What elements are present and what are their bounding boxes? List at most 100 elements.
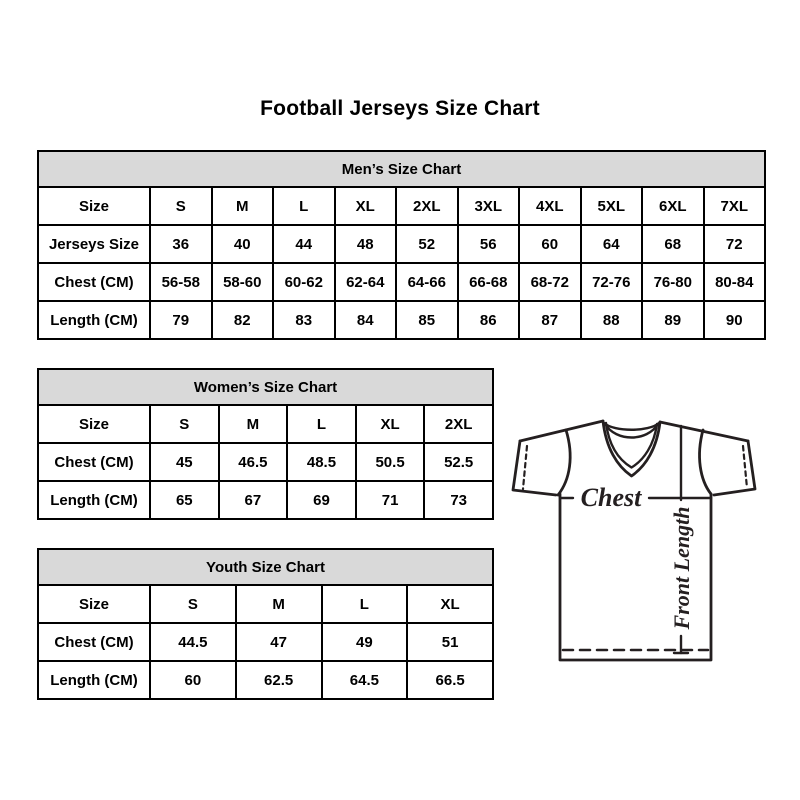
cell-value: 4XL xyxy=(518,186,582,226)
row-label: Length (CM) xyxy=(37,660,151,700)
cell-value: 71 xyxy=(354,480,426,520)
chest-label: Chest xyxy=(581,483,642,512)
cell-value: 69 xyxy=(286,480,357,520)
cell-value: XL xyxy=(333,186,397,226)
table-row: Chest (CM) 45 46.5 48.5 50.5 52.5 xyxy=(37,442,494,482)
womens-size-chart-title: Women’s Size Chart xyxy=(37,368,494,406)
jersey-measurement-diagram: Chest Front Length xyxy=(511,419,757,662)
row-label: Size xyxy=(37,404,151,444)
cell-value: 66.5 xyxy=(406,660,494,700)
cell-value: 5XL xyxy=(579,186,643,226)
jersey-left-armhole-curve xyxy=(556,428,572,497)
cell-value: 76-80 xyxy=(641,262,705,302)
table-row: Jerseys Size 36 40 44 48 52 56 60 64 68 72 xyxy=(37,224,766,264)
jersey-left-sleeve-outline xyxy=(511,439,558,497)
youth-size-chart-title: Youth Size Chart xyxy=(37,548,494,586)
cell-value: 50.5 xyxy=(354,442,426,482)
cell-value: 60 xyxy=(149,660,237,700)
cell-value: 73 xyxy=(423,480,494,520)
cell-value: 72-76 xyxy=(579,262,643,302)
cell-value: 46.5 xyxy=(217,442,289,482)
row-label: Length (CM) xyxy=(37,480,151,520)
row-label: Chest (CM) xyxy=(37,442,151,482)
cell-value: 52.5 xyxy=(423,442,494,482)
table-row: Size S M L XL 2XL xyxy=(37,404,494,444)
cell-value: 85 xyxy=(395,300,459,340)
cell-value: 49 xyxy=(320,622,409,662)
jersey-left-sleeve-stitch-line xyxy=(521,444,529,491)
jersey-left-shoulder-line xyxy=(518,419,605,443)
cell-value: L xyxy=(272,186,336,226)
cell-value: M xyxy=(217,404,289,444)
row-label: Chest (CM) xyxy=(37,622,151,662)
row-label: Jerseys Size xyxy=(37,224,151,264)
table-row: Size S M L XL xyxy=(37,584,494,624)
page-title: Football Jerseys Size Chart xyxy=(260,97,540,120)
cell-value: 90 xyxy=(702,300,766,340)
cell-value: 62-64 xyxy=(333,262,397,302)
cell-value: 84 xyxy=(333,300,397,340)
cell-value: 3XL xyxy=(456,186,520,226)
cell-value: 2XL xyxy=(395,186,459,226)
cell-value: 64 xyxy=(579,224,643,264)
cell-value: 64.5 xyxy=(320,660,409,700)
youth-size-table-container: Youth Size Chart Size S M L XL Chest (CM) 44.5 4… xyxy=(37,548,494,700)
cell-value: 66-68 xyxy=(456,262,520,302)
cell-value: 47 xyxy=(234,622,323,662)
jersey-collar-band-arc-top xyxy=(602,421,661,431)
cell-value: 64-66 xyxy=(395,262,459,302)
cell-value: 44.5 xyxy=(149,622,237,662)
cell-value: 68 xyxy=(641,224,705,264)
cell-value: S xyxy=(149,404,220,444)
jersey-right-sleeve-outline xyxy=(712,439,757,497)
youth-size-chart: Youth Size Chart Size S M L XL Chest (CM) 44.5 4… xyxy=(37,548,494,700)
cell-value: L xyxy=(320,584,409,624)
cell-value: S xyxy=(149,584,237,624)
jersey-right-sleeve-stitch-line xyxy=(741,444,749,490)
cell-value: 2XL xyxy=(423,404,494,444)
cell-value: XL xyxy=(354,404,426,444)
front-length-label: Front Length xyxy=(669,507,694,631)
cell-value: 65 xyxy=(149,480,220,520)
cell-value: 88 xyxy=(579,300,643,340)
cell-value: 36 xyxy=(149,224,213,264)
mens-size-table-container: Men’s Size Chart Size S M L XL 2XL 3XL 4XL 5XL 6XL… xyxy=(37,150,766,340)
cell-value: 51 xyxy=(406,622,494,662)
table-row: Length (CM) 60 62.5 64.5 66.5 xyxy=(37,660,494,700)
jersey-collar-band-arc-bottom xyxy=(603,422,660,439)
cell-value: 7XL xyxy=(702,186,766,226)
cell-value: 60 xyxy=(518,224,582,264)
cell-value: 45 xyxy=(149,442,220,482)
row-label: Chest (CM) xyxy=(37,262,151,302)
cell-value: M xyxy=(234,584,323,624)
cell-value: L xyxy=(286,404,357,444)
table-row: Size S M L XL 2XL 3XL 4XL 5XL 6XL 7XL xyxy=(37,186,766,226)
cell-value: 44 xyxy=(272,224,336,264)
womens-size-chart: Women’s Size Chart Size S M L XL 2XL Chest (CM)… xyxy=(37,368,494,520)
cell-value: 48.5 xyxy=(286,442,357,482)
cell-value: 72 xyxy=(702,224,766,264)
cell-value: 58-60 xyxy=(210,262,274,302)
cell-value: 68-72 xyxy=(518,262,582,302)
jersey-collar-inner-v xyxy=(604,421,659,469)
cell-value: 48 xyxy=(333,224,397,264)
womens-size-table-container: Women’s Size Chart Size S M L XL 2XL Chest (CM)… xyxy=(37,368,494,520)
cell-value: 87 xyxy=(518,300,582,340)
cell-value: M xyxy=(210,186,274,226)
table-row: Chest (CM) 56-58 58-60 60-62 62-64 64-66 66-68… xyxy=(37,262,766,302)
table-row: Length (CM) 65 67 69 71 73 xyxy=(37,480,494,520)
row-label: Size xyxy=(37,584,151,624)
cell-value: 80-84 xyxy=(702,262,766,302)
jersey-collar-outer-v xyxy=(601,419,662,478)
table-row: Length (CM) 79 82 83 84 85 86 87 88 89 90 xyxy=(37,300,766,340)
cell-value: 89 xyxy=(641,300,705,340)
cell-value: 6XL xyxy=(641,186,705,226)
mens-size-chart: Men’s Size Chart Size S M L XL 2XL 3XL 4XL 5XL 6XL… xyxy=(37,150,766,340)
row-label: Length (CM) xyxy=(37,300,151,340)
cell-value: 62.5 xyxy=(234,660,323,700)
cell-value: 56-58 xyxy=(149,262,213,302)
jersey-body-outline xyxy=(558,492,713,662)
mens-size-chart-title: Men’s Size Chart xyxy=(37,150,766,188)
cell-value: 56 xyxy=(456,224,520,264)
